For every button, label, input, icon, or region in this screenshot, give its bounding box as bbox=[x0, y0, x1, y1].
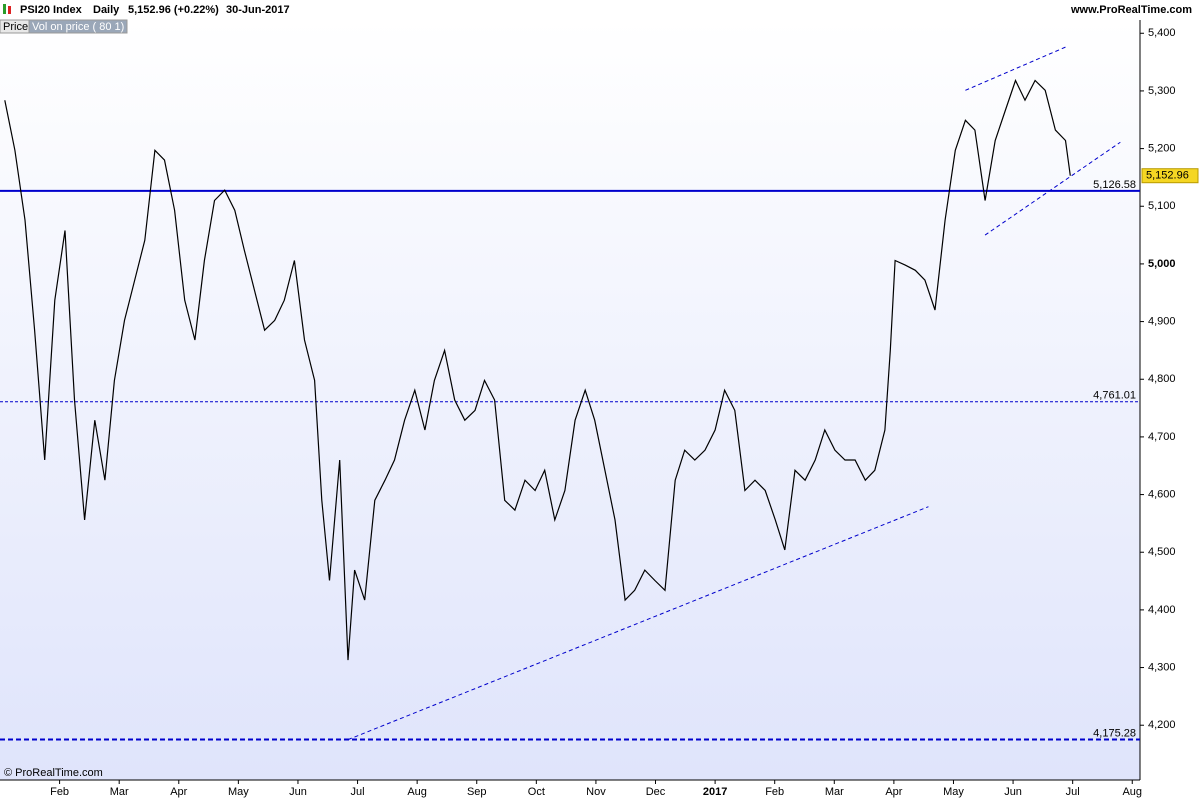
site: www.ProRealTime.com bbox=[1070, 4, 1192, 16]
copyright: © ProRealTime.com bbox=[4, 767, 103, 779]
last-price-label: 5,152.96 bbox=[1146, 170, 1189, 182]
y-tick-label: 4,200 bbox=[1148, 719, 1176, 731]
x-tick-label: Jul bbox=[351, 786, 365, 798]
last-price-tag bbox=[1141, 168, 1199, 184]
symbol: PSI20 Index bbox=[20, 4, 83, 16]
y-tick-label: 4,900 bbox=[1148, 315, 1176, 327]
y-tick-label: 5,400 bbox=[1148, 27, 1176, 39]
x-tick-label: 2017 bbox=[703, 786, 727, 798]
x-tick-label: Jun bbox=[1004, 786, 1022, 798]
y-tick-label: 5,100 bbox=[1148, 200, 1176, 212]
y-tick-label: 4,600 bbox=[1148, 488, 1176, 500]
x-tick-label: Dec bbox=[646, 786, 666, 798]
x-tick-label: Aug bbox=[407, 786, 427, 798]
tab[interactable] bbox=[28, 19, 128, 34]
tab-label[interactable]: Vol on price ( 80 1) bbox=[32, 21, 124, 33]
x-tick-label: Mar bbox=[110, 786, 129, 798]
x-tick-label: Aug bbox=[1122, 786, 1142, 798]
x-tick-label: May bbox=[943, 786, 964, 798]
y-tick-label: 5,200 bbox=[1148, 142, 1176, 154]
x-tick-label: Oct bbox=[528, 786, 545, 798]
y-tick-label: 4,500 bbox=[1148, 546, 1176, 558]
x-tick-label: Nov bbox=[586, 786, 606, 798]
date: 30-Jun-2017 bbox=[226, 4, 290, 16]
y-tick-label: 4,300 bbox=[1148, 661, 1176, 673]
y-tick-label: 5,300 bbox=[1148, 85, 1176, 97]
level-label: 4,761.01 bbox=[1093, 390, 1136, 402]
x-tick-label: Apr bbox=[170, 786, 187, 798]
header-bar bbox=[0, 0, 1200, 20]
x-tick-label: May bbox=[228, 786, 249, 798]
x-tick-label: Feb bbox=[50, 786, 69, 798]
x-tick-label: Mar bbox=[825, 786, 844, 798]
quote: 5,152.96 (+0.22%) bbox=[128, 4, 219, 16]
x-tick-label: Sep bbox=[467, 786, 487, 798]
level-label: 5,126.58 bbox=[1093, 179, 1136, 191]
plot-area bbox=[0, 20, 1140, 780]
icon bbox=[3, 4, 6, 14]
y-tick-label: 5,000 bbox=[1148, 258, 1176, 270]
y-tick-label: 4,400 bbox=[1148, 604, 1176, 616]
icon bbox=[8, 6, 11, 14]
x-tick-label: Jun bbox=[289, 786, 307, 798]
x-tick-label: Apr bbox=[885, 786, 902, 798]
x-tick-label: Feb bbox=[765, 786, 784, 798]
tab-label[interactable]: Price bbox=[3, 21, 28, 33]
trend-line bbox=[984, 141, 1121, 236]
x-tick-label: Jul bbox=[1066, 786, 1080, 798]
price-line bbox=[4, 78, 1071, 661]
trend-line bbox=[347, 506, 929, 741]
level-label: 4,175.28 bbox=[1093, 727, 1136, 739]
y-tick-label: 4,800 bbox=[1148, 373, 1176, 385]
period: Daily bbox=[93, 4, 120, 16]
y-tick-label: 4,700 bbox=[1148, 431, 1176, 443]
